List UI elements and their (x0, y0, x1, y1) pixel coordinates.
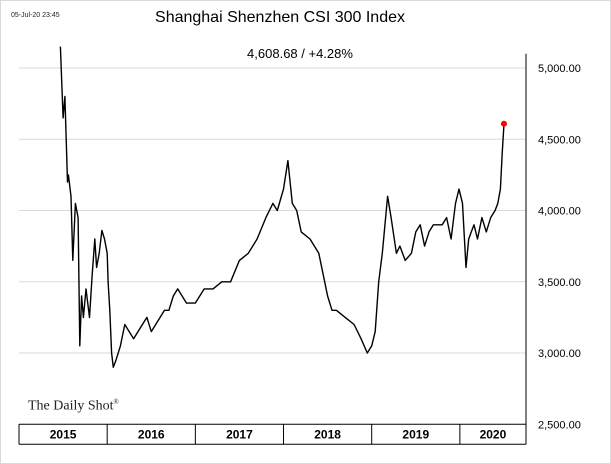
chart-subtitle: 4,608.68 / +4.28% (247, 46, 353, 61)
series-layer (59, 46, 507, 368)
timestamp: 05-Jul-20 23:45 (11, 12, 60, 19)
last-point-marker (500, 120, 507, 127)
x-tick-label: 2015 (50, 427, 77, 441)
y-tick-label: 3,500.00 (538, 277, 581, 289)
y-tick-label: 5,000.00 (538, 63, 581, 75)
grid-layer (19, 67, 526, 354)
x-tick-label: 2020 (480, 427, 507, 441)
logo-text: The Daily Shot (28, 398, 114, 414)
registered-mark: ® (113, 398, 119, 406)
axis-layer: 2,500.00 3,000.00 3,500.00 4,000.00 4,500.00… (18, 53, 581, 445)
y-tick-label: 3,000.00 (538, 348, 581, 360)
y-tick-label: 4,000.00 (538, 206, 581, 218)
daily-shot-logo: The Daily Shot® (28, 398, 119, 415)
x-tick-label: 2019 (402, 427, 429, 441)
x-tick-label: 2018 (314, 427, 341, 441)
y-tick-label: 4,500.00 (538, 134, 581, 146)
x-tick-label: 2016 (138, 427, 165, 441)
chart-title: Shanghai Shenzhen CSI 300 Index (155, 9, 405, 26)
series-line (59, 46, 505, 368)
x-tick-label: 2017 (226, 427, 253, 441)
y-tick-label: 2,500.00 (538, 419, 581, 431)
